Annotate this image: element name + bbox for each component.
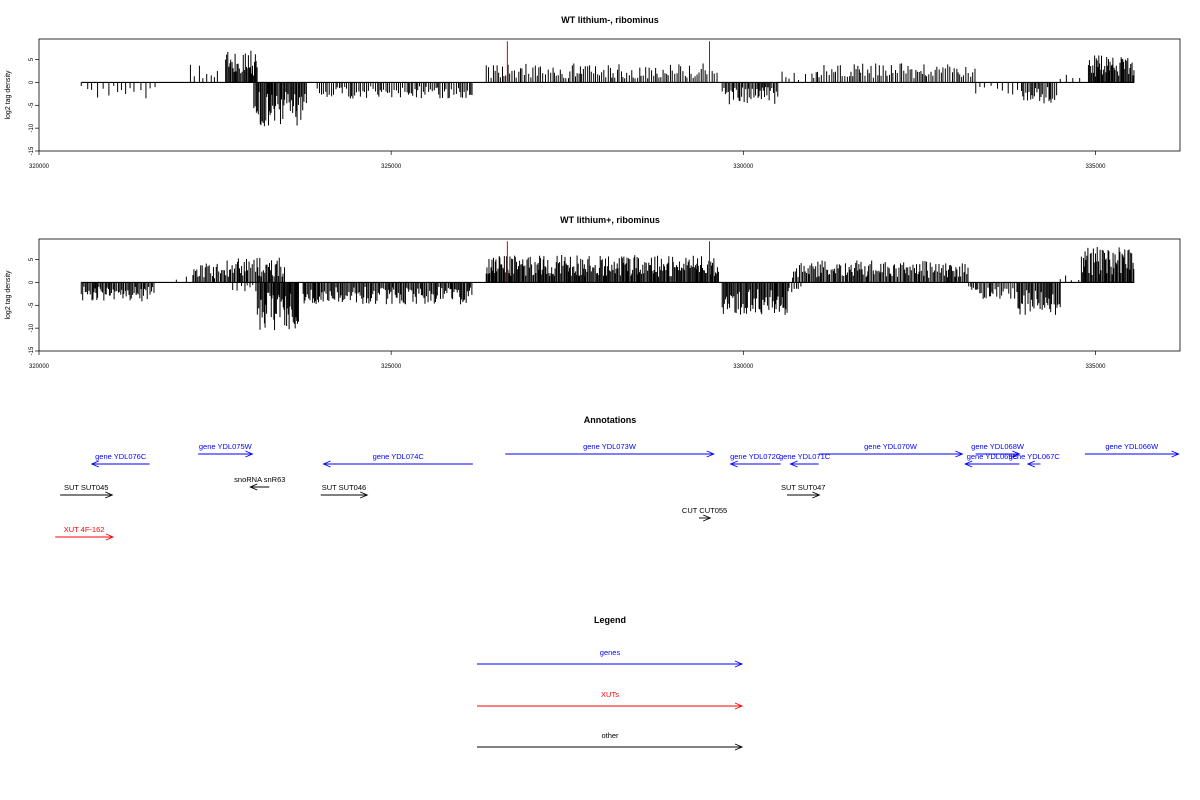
panel-1-ylabel: log2 tag density <box>5 70 12 120</box>
feature-arrowhead <box>1171 450 1180 458</box>
panel-2-title: WT lithium+, ribominus <box>560 215 660 225</box>
annotation-feature: gene YDL066W <box>1084 442 1180 458</box>
panel-1-bars <box>80 41 1135 127</box>
annotation-feature: SUT SUT046 <box>320 483 369 499</box>
panel-2-frame <box>38 238 1181 352</box>
feature-arrowhead <box>964 460 973 468</box>
feature-label: gene YDL069C <box>967 452 1019 461</box>
feature-label: gene YDL075W <box>199 442 253 451</box>
annotation-feature: gene YDL068W <box>971 442 1025 458</box>
feature-arrowhead <box>729 460 738 468</box>
annotation-feature: gene YDL071C <box>779 452 831 468</box>
annotation-feature: gene YDL075W <box>198 442 254 458</box>
annotation-feature: gene YDL073W <box>505 442 715 458</box>
y-tick-label: -5 <box>29 102 35 108</box>
feature-arrowhead <box>955 450 964 458</box>
legend-arrowhead <box>734 743 744 751</box>
feature-arrowhead <box>703 514 712 522</box>
annotation-feature: gene YDL072C <box>729 452 782 468</box>
feature-arrowhead <box>245 450 254 458</box>
legend-label: other <box>601 731 619 740</box>
legend-item: other <box>477 731 744 751</box>
x-tick-label: 325000 <box>381 364 402 370</box>
x-tick-label: 320000 <box>29 164 50 170</box>
feature-label: gene YDL070W <box>864 442 918 451</box>
annotation-features: gene YDL076C gene YDL075W gene YDL074C gene… <box>55 442 1180 541</box>
annotations-title: Annotations <box>584 415 637 425</box>
annotation-feature: CUT CUT055 <box>682 506 727 522</box>
panel-1-title: WT lithium-, ribominus <box>561 15 659 25</box>
x-tick-label: 330000 <box>733 364 754 370</box>
annotation-feature: gene YDL069C <box>964 452 1020 468</box>
feature-label: snoRNA snR63 <box>234 475 285 484</box>
x-tick-label: 325000 <box>381 164 402 170</box>
panel-2-bars <box>80 241 1135 331</box>
feature-arrowhead <box>249 483 258 491</box>
annotation-feature: gene YDL070W <box>818 442 964 458</box>
feature-label: gene YDL071C <box>779 452 831 461</box>
legend-items: genes XUTs other <box>477 648 744 751</box>
legend-label: genes <box>600 648 621 657</box>
y-tick-label: -10 <box>29 123 35 132</box>
y-tick-label: 5 <box>29 257 35 261</box>
feature-label: gene YDL076C <box>95 452 147 461</box>
annotation-feature: gene YDL076C <box>90 452 150 468</box>
annotation-feature: gene YDL067C <box>1009 452 1061 468</box>
feature-arrowhead <box>706 450 715 458</box>
x-tick-label: 330000 <box>733 164 754 170</box>
feature-arrowhead <box>360 491 369 499</box>
y-tick-label: -10 <box>29 323 35 332</box>
feature-arrowhead <box>789 460 798 468</box>
legend-arrowhead <box>734 702 744 710</box>
feature-label: SUT SUT045 <box>64 483 108 492</box>
feature-arrowhead <box>90 460 100 468</box>
legend: Legend genes XUTs other <box>477 615 744 751</box>
feature-label: gene YDL072C <box>730 452 782 461</box>
annotation-feature: XUT 4F-162 <box>55 525 115 541</box>
y-tick-label: 0 <box>29 280 35 284</box>
annotation-feature: gene YDL074C <box>322 452 473 468</box>
y-tick-label: 5 <box>29 57 35 61</box>
feature-label: XUT 4F-162 <box>64 525 105 534</box>
y-tick-label: -5 <box>29 302 35 308</box>
coverage-panel-2: WT lithium+, ribominus log2 tag density … <box>5 215 1181 370</box>
y-tick-label: -15 <box>29 146 35 155</box>
annotation-feature: snoRNA snR63 <box>234 475 285 491</box>
y-tick-label: -15 <box>29 346 35 355</box>
feature-arrowhead <box>322 460 331 468</box>
feature-label: gene YDL074C <box>373 452 425 461</box>
annotation-feature: SUT SUT045 <box>60 483 114 499</box>
feature-arrowhead <box>105 533 115 541</box>
legend-arrowhead <box>734 660 744 668</box>
feature-label: gene YDL068W <box>971 442 1025 451</box>
panel-2-y-axis: -15 -10 -5 0 5 <box>29 257 39 355</box>
legend-title: Legend <box>594 615 626 625</box>
legend-label: XUTs <box>601 690 619 699</box>
panel-1-y-axis: -15 -10 -5 0 5 <box>29 57 39 155</box>
feature-arrowhead <box>812 491 821 499</box>
feature-label: SUT SUT046 <box>322 483 366 492</box>
panel-1-frame <box>38 38 1181 152</box>
legend-item: genes <box>477 648 744 668</box>
feature-arrowhead <box>1026 460 1036 468</box>
legend-item: XUTs <box>477 690 744 710</box>
feature-label: CUT CUT055 <box>682 506 727 515</box>
feature-label: gene YDL067C <box>1009 452 1061 461</box>
feature-label: gene YDL066W <box>1105 442 1159 451</box>
y-tick-label: 0 <box>29 80 35 84</box>
panel-1-x-axis: 320000 325000 330000 335000 <box>29 151 1106 170</box>
coverage-panel-1: WT lithium-, ribominus log2 tag density … <box>5 15 1181 170</box>
annotation-feature: SUT SUT047 <box>781 483 825 499</box>
panel-2-x-axis: 320000 325000 330000 335000 <box>29 351 1106 370</box>
feature-arrowhead <box>1012 450 1021 458</box>
panel-2-ylabel: log2 tag density <box>5 270 12 320</box>
feature-arrowhead <box>105 491 114 499</box>
x-tick-label: 335000 <box>1085 164 1106 170</box>
x-tick-label: 335000 <box>1085 364 1106 370</box>
x-tick-label: 320000 <box>29 364 50 370</box>
feature-label: gene YDL073W <box>583 442 637 451</box>
feature-label: SUT SUT047 <box>781 483 825 492</box>
